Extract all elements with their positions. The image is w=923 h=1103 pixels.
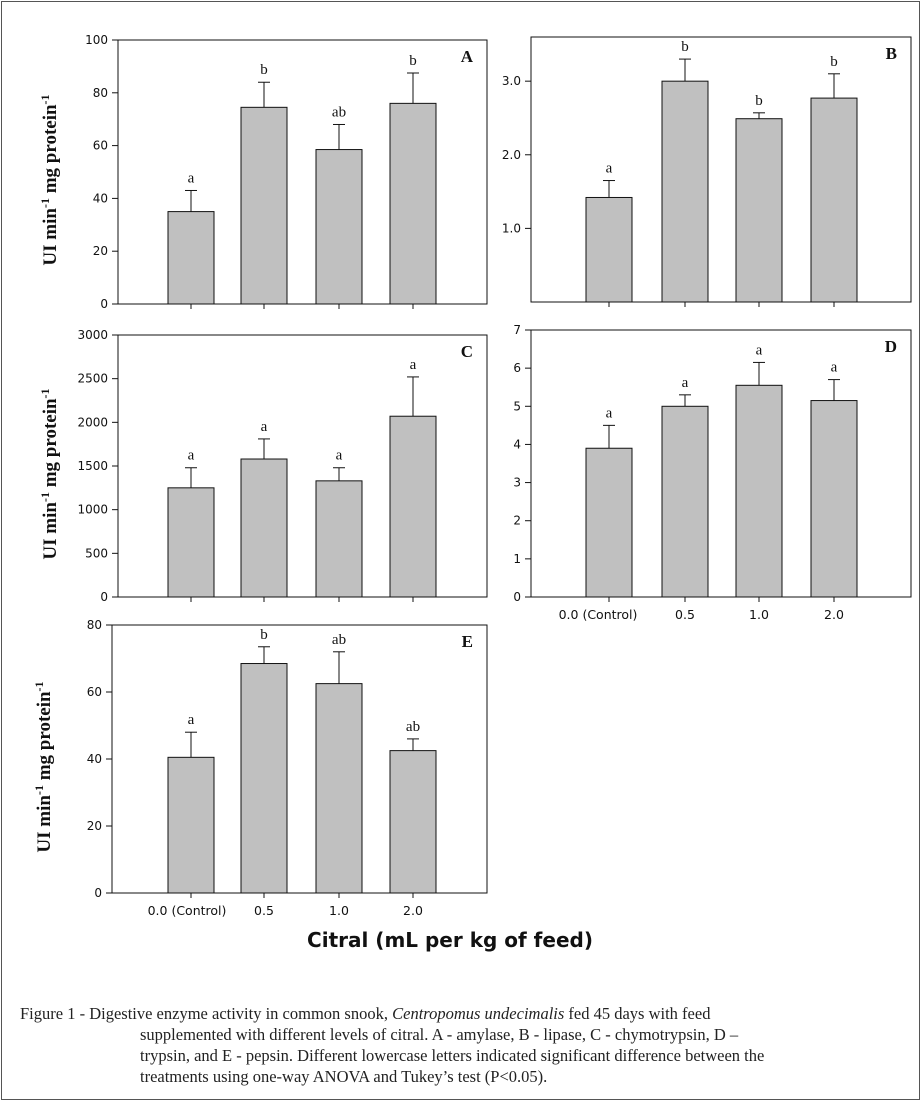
panel-d-significance-letter: a — [756, 342, 763, 358]
panel-b-frame — [530, 36, 912, 303]
panel-e-y-tick-label: 0 — [94, 886, 102, 900]
panel-b-y-tick-label: 3.0 — [502, 74, 521, 88]
x-axis-title: Citral (mL per kg of feed) — [307, 928, 593, 952]
panel-d-y-tick-label: 6 — [513, 361, 521, 375]
panel-a-y-tick-label: 100 — [85, 33, 108, 47]
panel-c-bar — [167, 487, 215, 598]
panel-e-x-category-label: 2.0 — [403, 903, 423, 918]
panel-d-y-tick-label: 0 — [513, 590, 521, 604]
panel-d-letter: D — [885, 337, 897, 356]
panel-e-y-tick-label: 40 — [87, 752, 102, 766]
panel-d-x-category-label: 2.0 — [824, 607, 844, 622]
panel-d-frame — [530, 329, 912, 598]
panel-c-y-tick-label: 500 — [85, 546, 108, 560]
panel-c-bar — [315, 480, 363, 598]
panel-a-bar — [315, 149, 363, 305]
panel-a-bar — [167, 211, 215, 305]
panel-b-y-tick-label: 1.0 — [502, 221, 521, 235]
panel-d-y-tick-label: 1 — [513, 552, 521, 566]
panel-d-x-category-label: 0.5 — [675, 607, 695, 622]
panel-a-y-axis-label: UI min-1 mg protein-1 — [38, 94, 61, 265]
panel-e-x-category-label: 0.5 — [254, 903, 274, 918]
panel-a-significance-letter: ab — [332, 104, 346, 120]
panel-e-significance-letter: ab — [332, 632, 346, 648]
panel-d-significance-letter: a — [682, 375, 689, 391]
panel-b-bar — [735, 118, 783, 303]
panel-b-bar — [661, 80, 709, 303]
panel-d-y-tick-label: 2 — [513, 514, 521, 528]
caption-species: Centropomus undecimalis — [392, 1004, 565, 1023]
panel-e-letter: E — [462, 632, 473, 651]
panel-d-x-category-label: 1.0 — [749, 607, 769, 622]
panel-a-y-tick-label: 40 — [93, 191, 108, 205]
panel-a-y-tick-label: 0 — [100, 297, 108, 311]
caption-line-1-prefix: Figure 1 - Digestive enzyme activity in … — [20, 1004, 393, 1023]
panel-d-significance-letter: a — [831, 360, 838, 376]
panel-e-bar — [167, 756, 215, 894]
caption-line-1: Figure 1 - Digestive enzyme activity in … — [20, 1003, 910, 1024]
caption-line-1-suffix: fed 45 days with feed — [564, 1004, 711, 1023]
panel-b-significance-letter: a — [606, 161, 613, 177]
panel-c-y-tick-label: 2500 — [77, 372, 108, 386]
panel-b-bar — [585, 196, 633, 303]
panel-d-bar — [585, 447, 633, 598]
panel-a-y-tick-label: 80 — [93, 86, 108, 100]
panel-c-y-tick-label: 1500 — [77, 459, 108, 473]
panel-a-bar — [389, 102, 437, 305]
figure-caption: Figure 1 - Digestive enzyme activity in … — [20, 1003, 910, 1087]
panel-e-y-tick-label: 20 — [87, 819, 102, 833]
panel-e-bar — [315, 683, 363, 894]
panel-e-x-category-label: 0.0 (Control) — [148, 903, 227, 918]
panel-b-significance-letter: b — [830, 54, 838, 70]
panel-d-y-tick-label: 4 — [513, 437, 521, 451]
panel-a-frame — [117, 39, 488, 305]
panel-d-y-tick-label: 3 — [513, 476, 521, 490]
panel-c-y-tick-label: 2000 — [77, 415, 108, 429]
panel-b-significance-letter: b — [755, 93, 763, 109]
panel-c-y-tick-label: 0 — [100, 590, 108, 604]
panel-a-y-tick-label: 20 — [93, 244, 108, 258]
panel-d-y-tick-label: 5 — [513, 399, 521, 413]
panel-d-significance-letter: a — [606, 405, 613, 421]
panel-a-letter: A — [461, 47, 474, 66]
panel-b-y-tick-label: 2.0 — [502, 148, 521, 162]
panel-a-significance-letter: a — [188, 170, 195, 186]
caption-line-2: supplemented with different levels of ci… — [140, 1025, 739, 1044]
panel-e-bar — [389, 750, 437, 894]
panel-b-bar — [810, 97, 858, 303]
panel-e-y-tick-label: 60 — [87, 685, 102, 699]
caption-line-4: treatments using one-way ANOVA and Tukey… — [140, 1067, 548, 1086]
panel-d-y-tick-label: 7 — [513, 323, 521, 337]
panel-c-bar — [240, 458, 288, 598]
caption-line-3: trypsin, and E - pepsin. Different lower… — [140, 1046, 765, 1065]
panel-c-significance-letter: a — [188, 448, 195, 464]
panel-c-significance-letter: a — [336, 448, 343, 464]
panel-c-y-tick-label: 1000 — [77, 503, 108, 517]
panel-e-y-tick-label: 80 — [87, 618, 102, 632]
panel-b-significance-letter: b — [681, 39, 689, 55]
panel-c-letter: C — [461, 342, 473, 361]
panel-c-bar — [389, 415, 437, 598]
panel-a-bar — [240, 106, 288, 305]
panel-e-y-axis-label: UI min-1 mg protein-1 — [32, 681, 55, 852]
panel-a-significance-letter: b — [409, 53, 417, 69]
panel-c-significance-letter: a — [261, 419, 268, 435]
panel-a-y-tick-label: 60 — [93, 139, 108, 153]
panel-d-bar — [735, 384, 783, 598]
panel-e-significance-letter: ab — [406, 719, 420, 735]
panel-c-y-tick-label: 3000 — [77, 328, 108, 342]
panel-e-significance-letter: b — [260, 627, 268, 643]
panel-a-significance-letter: b — [260, 62, 268, 78]
panel-b-letter: B — [886, 44, 897, 63]
panel-d-bar — [661, 405, 709, 598]
panel-e-significance-letter: a — [188, 712, 195, 728]
panel-d-bar — [810, 400, 858, 598]
panel-e-bar — [240, 663, 288, 894]
panel-c-y-axis-label: UI min-1 mg protein-1 — [38, 388, 61, 559]
panel-c-significance-letter: a — [410, 357, 417, 373]
panel-e-x-category-label: 1.0 — [329, 903, 349, 918]
panel-d-x-category-label: 0.0 (Control) — [559, 607, 638, 622]
